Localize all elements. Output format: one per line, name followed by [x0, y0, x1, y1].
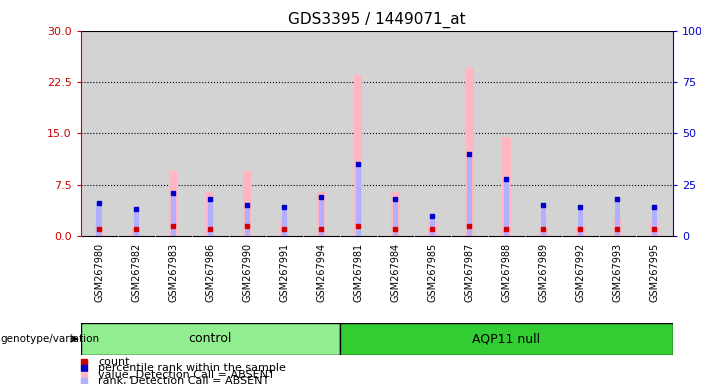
Text: GSM267993: GSM267993 — [613, 243, 622, 302]
Bar — [539, 229, 547, 236]
Text: GSM267984: GSM267984 — [390, 243, 400, 302]
Title: GDS3395 / 1449071_at: GDS3395 / 1449071_at — [288, 12, 465, 28]
Bar — [393, 197, 398, 236]
Bar — [245, 205, 250, 236]
Bar — [317, 192, 325, 236]
Bar — [282, 207, 287, 236]
Bar — [615, 199, 620, 236]
Bar — [613, 219, 622, 236]
Bar — [354, 75, 362, 236]
Text: count: count — [98, 357, 130, 367]
Bar — [81, 323, 340, 355]
Bar — [207, 197, 213, 236]
Text: GSM267982: GSM267982 — [131, 243, 141, 302]
Text: GSM267980: GSM267980 — [94, 243, 104, 302]
Text: GSM267991: GSM267991 — [279, 243, 290, 302]
Bar — [95, 226, 103, 236]
Bar — [652, 207, 657, 236]
Bar — [578, 207, 583, 236]
Bar — [540, 203, 546, 236]
Bar — [430, 216, 435, 236]
Text: GSM267990: GSM267990 — [243, 243, 252, 302]
Text: GSM267988: GSM267988 — [501, 243, 511, 302]
Bar — [340, 323, 673, 355]
Bar — [170, 193, 176, 236]
Bar — [465, 68, 474, 236]
Text: percentile rank within the sample: percentile rank within the sample — [98, 363, 286, 373]
Text: AQP11 null: AQP11 null — [472, 333, 540, 345]
Bar — [319, 195, 324, 236]
Text: genotype/variation: genotype/variation — [1, 334, 100, 344]
Bar — [97, 203, 102, 236]
Text: GSM267994: GSM267994 — [316, 243, 326, 302]
Bar — [504, 179, 509, 236]
Text: value, Detection Call = ABSENT: value, Detection Call = ABSENT — [98, 370, 275, 380]
Bar — [391, 192, 400, 236]
Bar — [467, 154, 472, 236]
Bar — [576, 226, 585, 236]
Text: rank, Detection Call = ABSENT: rank, Detection Call = ABSENT — [98, 376, 270, 384]
Bar — [428, 222, 437, 236]
Bar — [280, 222, 288, 236]
Bar — [133, 209, 139, 236]
Text: GSM267992: GSM267992 — [576, 243, 585, 302]
Text: GSM267985: GSM267985 — [428, 243, 437, 302]
Bar — [355, 164, 361, 236]
Bar — [243, 171, 252, 236]
Bar — [206, 192, 215, 236]
Bar — [132, 228, 140, 236]
Bar — [651, 222, 659, 236]
Text: GSM267989: GSM267989 — [538, 243, 548, 302]
Text: control: control — [189, 333, 232, 345]
Text: GSM267983: GSM267983 — [168, 243, 178, 302]
Text: GSM267986: GSM267986 — [205, 243, 215, 302]
Text: GSM267995: GSM267995 — [649, 243, 660, 302]
Text: GSM267981: GSM267981 — [353, 243, 363, 302]
Bar — [502, 137, 510, 236]
Text: GSM267987: GSM267987 — [464, 243, 475, 302]
Bar — [169, 171, 177, 236]
